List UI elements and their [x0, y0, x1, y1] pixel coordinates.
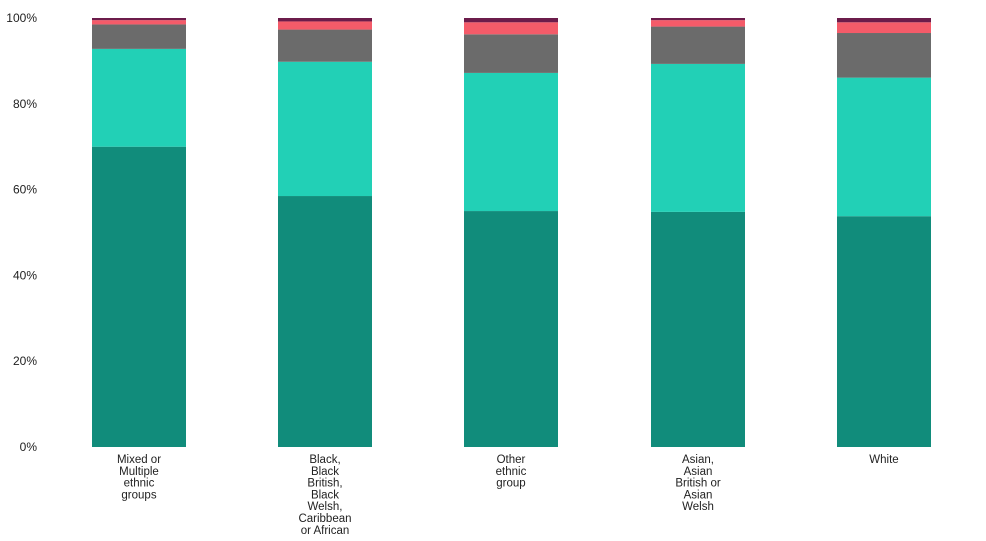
- bar-segment: [278, 61, 372, 197]
- x-category-label-line: Mixed or: [117, 454, 161, 466]
- bar-segment: [651, 20, 745, 27]
- x-category-label-line: Asian: [684, 466, 713, 478]
- x-category-label-line: Other: [497, 454, 526, 466]
- bar-stack: [92, 18, 186, 447]
- x-category-label-line: Asian,: [682, 454, 714, 466]
- x-category-label-line: ethnic: [496, 466, 527, 478]
- bar-segment: [651, 26, 745, 64]
- x-category-label-line: group: [496, 478, 525, 490]
- y-tick-label: 60%: [13, 183, 37, 197]
- bar-segment: [278, 18, 372, 22]
- bar-segment: [464, 18, 558, 23]
- bar-segment: [464, 211, 558, 447]
- y-tick-label: 0%: [20, 440, 38, 454]
- bar-segment: [464, 72, 558, 212]
- bar-stack: [464, 18, 558, 447]
- y-tick-label: 100%: [6, 11, 37, 25]
- bar-segment: [651, 18, 745, 21]
- y-tick-label: 40%: [13, 268, 37, 282]
- x-category-label: Asian, Asian British or Asian Welsh: [675, 454, 721, 513]
- bar-stack: [278, 18, 372, 447]
- bars: [92, 18, 931, 447]
- bar-segment: [92, 24, 186, 49]
- bar-segment: [92, 146, 186, 447]
- y-axis: 0% 20% 40% 60% 80% 100%: [6, 11, 37, 454]
- x-category-label-line: British or: [675, 478, 721, 490]
- x-category-label: Mixed or Multiple ethnic groups: [117, 454, 161, 501]
- x-category-label-line: Caribbean: [298, 513, 351, 525]
- x-category-label-line: Welsh: [682, 501, 714, 513]
- bar-segment: [837, 33, 931, 78]
- x-category-label: Black, Black British, Black Welsh, Caribbean o…: [298, 454, 351, 537]
- bar-segment: [837, 22, 931, 34]
- bar-segment: [837, 18, 931, 23]
- y-tick-label: 80%: [13, 97, 37, 111]
- x-category-label-line: Asian: [684, 489, 713, 501]
- x-category-label-line: Welsh,: [308, 501, 343, 513]
- bar-stack: [837, 18, 931, 447]
- x-category-label-line: Black: [311, 489, 339, 501]
- x-category-label-line: Black: [311, 466, 339, 478]
- x-category-label-line: Black,: [309, 454, 340, 466]
- x-category-label-line: ethnic: [124, 478, 155, 490]
- bar-segment: [278, 196, 372, 447]
- x-category-label: Other ethnic group: [496, 454, 527, 490]
- bar-segment: [278, 21, 372, 30]
- bar-segment: [837, 77, 931, 217]
- y-tick-label: 20%: [13, 354, 37, 368]
- bar-stack: [651, 18, 745, 447]
- bar-segment: [464, 22, 558, 35]
- bar-segment: [464, 34, 558, 73]
- bar-segment: [651, 63, 745, 212]
- bar-segment: [92, 18, 186, 21]
- x-category-label-line: British,: [307, 478, 342, 490]
- bar-segment: [278, 29, 372, 62]
- bar-segment: [92, 20, 186, 25]
- x-category-label-line: or African: [301, 525, 350, 537]
- bar-segment: [837, 216, 931, 447]
- x-category-label: White: [869, 454, 898, 466]
- bar-segment: [92, 48, 186, 147]
- x-category-label-line: White: [869, 454, 898, 466]
- bar-segment: [651, 211, 745, 447]
- x-category-label-line: Multiple: [119, 466, 159, 478]
- x-category-label-line: groups: [121, 489, 156, 501]
